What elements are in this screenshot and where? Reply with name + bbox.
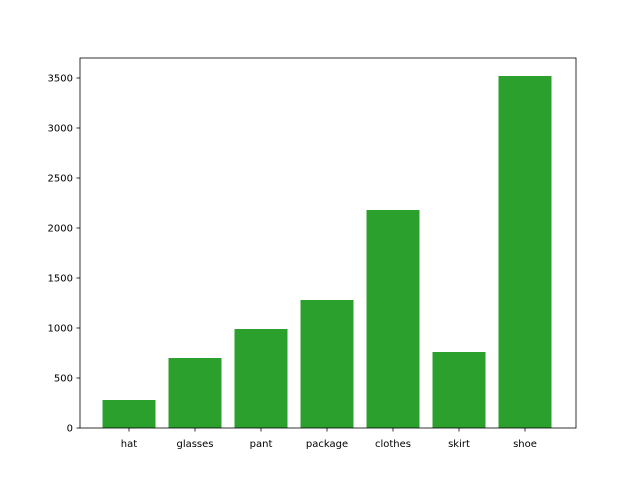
x-tick-label: package — [306, 439, 348, 450]
bar-clothes — [366, 210, 420, 428]
bars-group — [102, 76, 552, 428]
y-tick-label: 1500 — [48, 274, 73, 285]
y-axis-ticks: 0 500 1000 1500 2000 2500 3000 3500 — [48, 74, 80, 435]
x-axis-ticks: hat glasses pant package clothes skirt shoe — [121, 428, 537, 450]
bar-hat — [102, 400, 156, 428]
x-tick-label: skirt — [448, 439, 470, 450]
x-tick-label: shoe — [513, 439, 537, 450]
bar-skirt — [432, 352, 486, 428]
x-tick-label: clothes — [375, 439, 411, 450]
bar-shoe — [498, 76, 552, 428]
x-tick-label: glasses — [176, 439, 213, 450]
y-tick-label: 3500 — [48, 74, 73, 85]
y-tick-label: 0 — [67, 424, 73, 435]
y-tick-label: 500 — [54, 374, 73, 385]
y-tick-label: 2000 — [48, 224, 73, 235]
bar-glasses — [168, 358, 222, 428]
bar-package — [300, 300, 354, 428]
bar-pant — [234, 329, 288, 428]
plot-frame — [79, 57, 577, 429]
y-tick-label: 3000 — [48, 124, 73, 135]
x-tick-label: hat — [121, 439, 137, 450]
y-tick-label: 1000 — [48, 324, 73, 335]
x-tick-label: pant — [250, 439, 273, 450]
y-tick-label: 2500 — [48, 174, 73, 185]
